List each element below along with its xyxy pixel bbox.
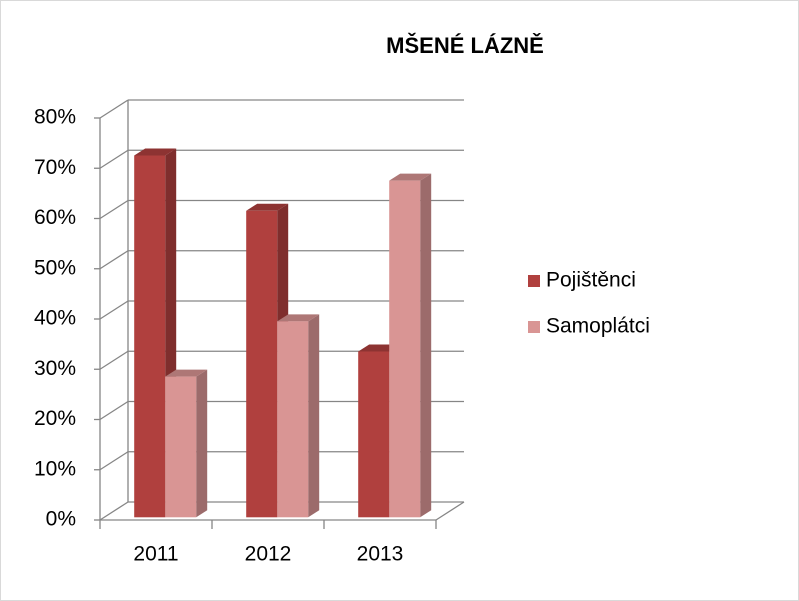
grid-line: [99, 99, 129, 119]
grid-line: [99, 300, 129, 320]
grid-line: [99, 149, 129, 169]
bar-top: [134, 148, 177, 156]
legend-label: Samoplátci: [546, 315, 650, 338]
y-tick-label: 50%: [34, 256, 76, 279]
chart-title: MŠENÉ LÁZNĚ: [386, 33, 544, 58]
bar-side: [196, 369, 208, 518]
grid-line: [99, 350, 129, 370]
bar-top: [389, 173, 432, 181]
y-tick-label: 40%: [34, 307, 76, 330]
x-tick-label: 2011: [133, 543, 178, 566]
grid-line: [99, 199, 129, 220]
bar: [358, 351, 390, 518]
bar: [165, 376, 197, 518]
legend-swatch: [528, 321, 540, 333]
bar-side: [308, 314, 320, 518]
bar: [246, 210, 278, 518]
x-tick-label: 2012: [245, 543, 292, 566]
bar: [277, 321, 309, 518]
legend-swatch: [528, 275, 540, 287]
y-tick-label: 60%: [34, 206, 76, 229]
y-tick-label: 10%: [34, 457, 76, 480]
grid-line: [99, 451, 129, 471]
x-tick-label: 2013: [357, 543, 404, 566]
y-tick-label: 70%: [34, 156, 76, 179]
grid-line: [99, 250, 129, 270]
legend-label: Pojištěnci: [546, 269, 636, 292]
grid-line: [99, 400, 129, 421]
bar: [134, 155, 166, 518]
y-tick-label: 80%: [34, 106, 76, 129]
bar-top: [246, 203, 289, 211]
y-tick-label: 20%: [34, 407, 76, 430]
bar-top: [165, 369, 208, 377]
y-tick-label: 0%: [46, 508, 76, 531]
bar: [389, 180, 421, 518]
bar-top: [277, 314, 320, 322]
bar-side: [420, 173, 432, 518]
y-tick-label: 30%: [34, 357, 76, 380]
grid-line: [99, 501, 129, 521]
axis-line: [435, 501, 465, 521]
